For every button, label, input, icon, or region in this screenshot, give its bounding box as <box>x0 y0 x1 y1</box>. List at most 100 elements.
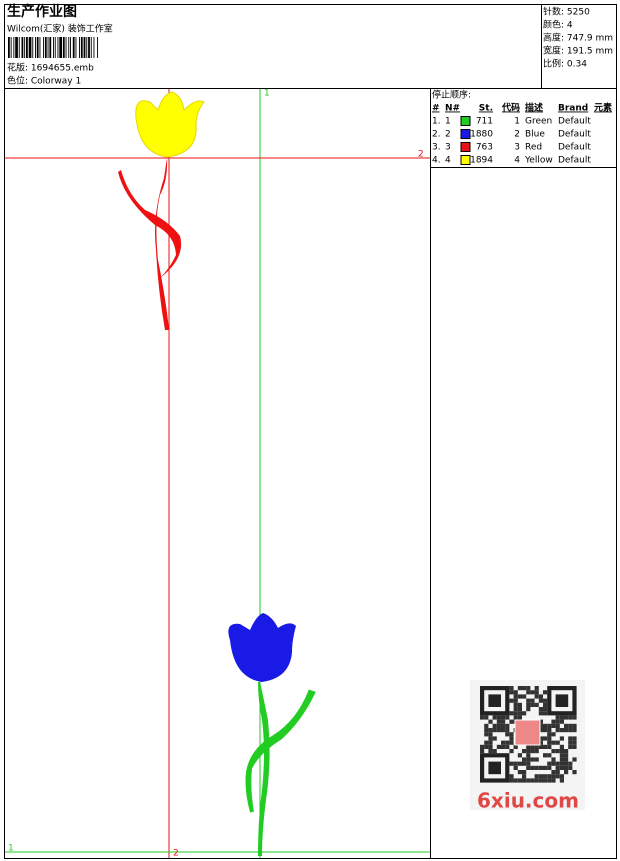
qr-module <box>484 715 489 720</box>
qr-module <box>555 774 560 779</box>
qr-module <box>513 707 518 712</box>
qr-module <box>568 744 573 749</box>
qr-module <box>551 749 556 754</box>
cell-description: Yellow <box>524 156 553 166</box>
cell-n: 3 <box>445 143 451 153</box>
qr-finder <box>480 685 510 716</box>
colorway: 色位: Colorway 1 <box>7 75 81 87</box>
qr-module <box>517 778 522 783</box>
column-header: 描述 <box>525 102 543 114</box>
qr-code <box>480 685 577 783</box>
qr-module <box>484 728 489 733</box>
qr-module <box>530 702 535 707</box>
qr-module <box>555 715 560 720</box>
qr-module <box>522 770 527 775</box>
qr-module <box>538 711 543 716</box>
qr-module <box>559 761 564 766</box>
barcode-bar <box>68 37 70 58</box>
qr-module <box>509 690 514 695</box>
qr-module <box>534 757 539 762</box>
qr-module <box>543 765 548 770</box>
qr-module <box>564 765 569 770</box>
qr-module <box>496 723 501 728</box>
qr-module <box>538 778 543 783</box>
qr-module <box>534 749 539 754</box>
stop-table: # N# St. 代码 描述 Brand 元素 1. 1 711 1 Green Default 2. 2 1… <box>432 102 612 166</box>
cell-code: 3 <box>514 143 520 153</box>
qr-module <box>559 728 564 733</box>
barcode-bar <box>8 37 10 58</box>
qr-module <box>538 723 543 728</box>
qr-module <box>543 707 548 712</box>
qr-module <box>526 707 531 712</box>
qr-module <box>501 740 506 745</box>
guide-label: 1 <box>8 844 14 854</box>
barcode-bar <box>90 37 92 58</box>
tulip-stem-red <box>155 158 169 330</box>
cell-index: 1. <box>432 117 441 127</box>
qr-module <box>522 761 527 766</box>
qr-module <box>551 757 556 762</box>
barcode-bar <box>83 37 86 58</box>
cell-code: 2 <box>514 130 520 140</box>
qr-module <box>547 744 552 749</box>
cell-index: 3. <box>432 143 441 153</box>
qr-module <box>534 774 539 779</box>
qr-module <box>513 744 518 749</box>
guide-label: 2 <box>418 150 424 160</box>
qr-module <box>492 736 497 741</box>
qr-module <box>538 698 543 703</box>
qr-module <box>555 761 560 766</box>
qr-finder <box>547 685 577 716</box>
qr-module <box>509 736 514 741</box>
qr-module <box>543 702 548 707</box>
qr-module <box>492 715 497 720</box>
qr-module <box>496 728 501 733</box>
qr-module <box>522 774 527 779</box>
qr-module <box>538 707 543 712</box>
qr-module <box>509 774 514 779</box>
cell-code: 1 <box>514 117 520 127</box>
tulip-stem-green <box>258 682 270 856</box>
qr-module <box>547 753 552 758</box>
qr-module <box>543 711 548 716</box>
qr-module <box>568 736 573 741</box>
qr-module <box>564 715 569 720</box>
qr-module <box>564 728 569 733</box>
qr-module <box>526 744 531 749</box>
qr-module <box>551 770 556 775</box>
qr-module <box>509 698 514 703</box>
qr-module <box>513 711 518 716</box>
company: Wilcom(汇家) 装饰工作室 <box>7 23 113 35</box>
qr-module <box>501 723 506 728</box>
qr-module <box>568 715 573 720</box>
barcode-bar <box>53 37 54 58</box>
cell-n: 2 <box>445 130 451 140</box>
qr-module <box>509 732 514 737</box>
qr-module <box>509 778 514 783</box>
color-swatch <box>460 129 471 139</box>
qr-module <box>488 744 493 749</box>
cell-n: 1 <box>445 117 451 127</box>
color-swatch <box>460 116 471 126</box>
column-header: 代码 <box>501 102 520 114</box>
barcode <box>8 37 98 58</box>
qr-module <box>517 711 522 716</box>
qr-module <box>547 728 552 733</box>
qr-module <box>517 702 522 707</box>
barcode-bar <box>26 37 28 58</box>
qr-module <box>564 753 569 758</box>
qr-module <box>480 744 485 749</box>
qr-module <box>568 740 573 745</box>
qr-module <box>559 774 564 779</box>
qr-module <box>484 723 489 728</box>
qr-module <box>526 749 531 754</box>
qr-module <box>530 690 535 695</box>
qr-module <box>534 702 539 707</box>
qr-module <box>551 778 556 783</box>
qr-module <box>496 715 501 720</box>
stat: 高度: 747.9 mm <box>543 32 613 44</box>
guide-label: 2 <box>173 849 179 859</box>
stat: 比例: 0.34 <box>543 58 587 70</box>
qr-module <box>480 749 485 754</box>
